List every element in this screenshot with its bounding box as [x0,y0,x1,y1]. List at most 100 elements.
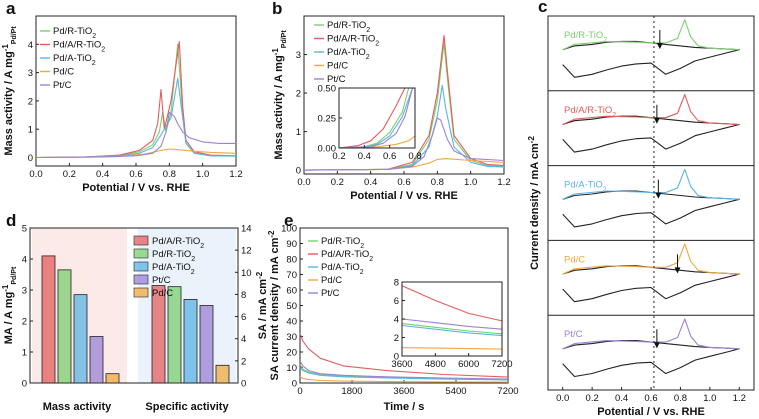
label-subscript: 2 [360,269,364,276]
cv-loop [562,265,740,303]
bar [89,336,104,384]
y-tick-label: 3 [296,50,301,61]
y-tick-label: 50 [286,301,297,312]
y-tick-label: 20 [286,348,297,359]
legend-label: Pd/C [53,67,74,78]
x-tick-label: 0.4 [364,177,377,188]
label-text: Pd/A/R-TiO [53,40,101,51]
x-tick-label: 1.0 [196,169,209,180]
series-line [299,333,509,378]
y-tick-label-left: 1 [22,348,27,359]
y-tick-label-right: 12 [241,246,252,257]
panel-c: Pd/R-TiO2Pd/A/R-TiO2Pd/A-TiO2Pd/CPt/C0.0… [527,0,755,418]
axis-label-text: Mass activity / A mg [273,55,285,159]
cv-loop [562,340,740,378]
arrow-head [656,43,663,49]
y-axis-label-left: MA / A mg-1Pd/Pt [1,266,18,344]
y-axis-label-right: SA / mA cm-2 [255,271,270,339]
axis-label-superscript: -1 [1,284,10,292]
bar [41,255,56,384]
cv-curve [562,19,740,51]
label-subscript: 2 [191,269,195,276]
legend-label: Pd/R-TiO2 [53,26,96,40]
arrow-head [655,192,662,199]
panel-label: b [272,0,282,18]
subplot-label: Pt/C [564,329,583,340]
legend-label: Pd/C [327,61,348,72]
label-text: Pd/R-TiO [327,20,366,31]
panel-d: 01234502468101214Pd/A/R-TiO2Pd/R-TiO2Pd/… [1,211,270,413]
label-text: Pd/R-TiO [152,249,191,260]
x-tick-label: 0.8 [408,151,421,162]
y-tick-label: 4 [28,40,33,51]
bar [73,294,88,384]
arrow-head [674,267,681,274]
legend-label: Pd/C [321,275,342,286]
legend-swatch [133,248,149,259]
y-axis-label: Mass activity / A mg-1Pd/Pt [1,26,18,156]
axis-label-text: MA / A mg [3,292,15,345]
series-line [299,367,509,381]
legend-label: Pd/C [152,288,173,299]
inset-background [339,88,415,148]
y-tick-label-right: 0 [241,379,246,390]
y-tick-label-right: 8 [241,290,246,301]
bar [199,305,214,384]
cv-curve [562,243,740,275]
category-label: Specific activity [145,401,229,413]
plot-frame [29,227,239,384]
y-tick-label-right: 2 [241,356,246,367]
x-tick-label: 0.0 [29,169,42,180]
y-axis-label: Current density / mA cm-2 [527,136,542,270]
cv-curve [562,318,740,350]
label-text: Pd/A-TiO [327,47,366,58]
bar [167,286,182,384]
label-subscript: 2 [101,46,105,53]
y-axis-label: SA current density / mA cm-2 [267,230,282,381]
x-axis-label: Potential / V vs. RHE [82,182,190,194]
label-subscript: 2 [603,37,607,44]
x-tick-label: 1.2 [497,177,510,188]
panel-label: a [6,0,16,18]
x-tick-label: 3600 [391,359,412,370]
y-tick-label-right: 10 [241,268,252,279]
y-tick-label-right: 14 [241,224,252,235]
x-tick-label: 0.2 [331,177,344,188]
x-tick-label: 0.2 [332,151,345,162]
legend-label: Pd/A-TiO2 [321,262,364,276]
x-tick-label: 0.4 [615,393,628,404]
x-tick-label: 1.2 [733,393,746,404]
y-tick-label: 2 [28,96,33,107]
category-label: Mass activity [43,401,112,413]
legend-label: Pd/R-TiO2 [321,236,364,250]
axis-label-superscript: -2 [527,136,536,144]
label-subscript: 2 [366,27,370,34]
bar [57,269,72,384]
x-tick-label: 0.4 [358,151,371,162]
legend-label: Pd/A/R-TiO2 [152,236,204,250]
inset-series-line [401,324,503,337]
x-tick-label: 7200 [491,359,512,370]
inset-series-line [401,285,503,322]
y-tick-label: 4 [394,315,399,326]
legend-label: Pt/C [53,80,72,91]
axis-label-superscript: -2 [255,271,264,279]
label-subscript: 2 [369,256,373,263]
series-line [303,117,505,171]
axis-label-subscript: Pd/Pt [11,266,18,285]
x-axis-label: Potential / V vs. RHE [597,406,705,418]
bar [151,285,166,384]
label-text: Pd/R-TiO [564,30,603,41]
inset-series-line [401,347,503,350]
label-text: Pd/A/R-TiO [321,249,369,260]
x-tick-label: 0.0 [556,393,569,404]
y-tick-label: 0.50 [318,84,337,95]
bar [215,364,230,384]
subplot-label: Pd/R-TiO2 [564,30,607,44]
series-line [299,361,509,380]
legend-label: Pd/A/R-TiO2 [321,249,373,263]
legend-label: Pd/A/R-TiO2 [53,40,105,54]
legend-label: Pd/R-TiO2 [327,20,370,34]
panel-e: 0 1800 3600 5400 72000102030405060708090100P… [267,211,519,413]
legend-label: Pt/C [321,288,340,299]
